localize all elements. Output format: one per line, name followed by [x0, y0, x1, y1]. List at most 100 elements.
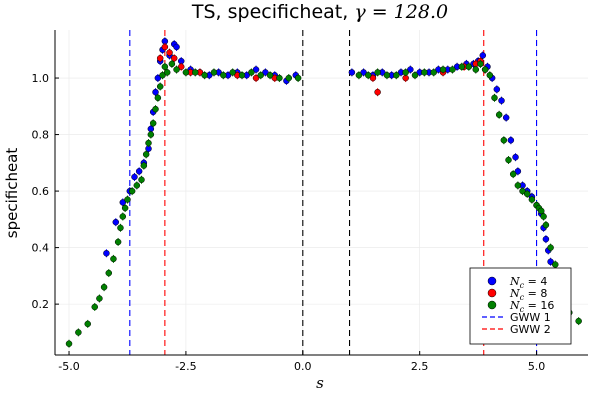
- data-point: [486, 71, 494, 79]
- data-point: [481, 66, 489, 73]
- data-point: [168, 60, 176, 68]
- data-point: [121, 204, 129, 212]
- data-point: [173, 43, 180, 51]
- data-point: [374, 88, 381, 96]
- y-tick-labels: 0.2 0.4 0.6 0.8 1.0: [32, 72, 50, 311]
- data-point: [502, 114, 510, 121]
- data-point: [262, 69, 269, 76]
- data-point: [507, 136, 515, 144]
- data-point: [575, 317, 582, 325]
- legend-marker: [487, 300, 497, 310]
- y-tick-label: 1.0: [32, 72, 50, 85]
- data-point: [248, 69, 255, 76]
- data-point: [100, 283, 108, 291]
- data-point: [528, 196, 536, 203]
- data-point: [257, 71, 264, 79]
- data-point: [407, 66, 414, 73]
- chart-title-value: = 128.0: [366, 1, 448, 23]
- data-point: [161, 43, 169, 51]
- data-point: [110, 255, 117, 263]
- x-tick-label: 0.0: [294, 360, 312, 373]
- data-point: [238, 71, 246, 79]
- data-point: [365, 71, 372, 79]
- legend-value: = 8: [524, 287, 547, 300]
- data-point: [135, 168, 143, 175]
- legend-label: Nc = 4: [509, 275, 547, 290]
- data-point: [479, 52, 487, 59]
- legend-marker: [487, 276, 497, 286]
- legend-value: = 16: [524, 299, 554, 312]
- data-point: [154, 74, 162, 82]
- chart-title-gamma: γ: [354, 1, 366, 23]
- data-point: [537, 207, 545, 215]
- data-point: [170, 55, 178, 62]
- data-point: [149, 120, 157, 127]
- data-point: [131, 173, 138, 181]
- legend-symbol: N: [509, 299, 520, 312]
- data-point: [500, 136, 508, 144]
- data-point: [449, 66, 456, 73]
- data-point: [163, 69, 171, 76]
- data-point: [552, 261, 559, 268]
- data-point: [112, 218, 120, 226]
- data-point: [152, 88, 159, 96]
- data-point: [393, 71, 400, 79]
- data-point: [540, 213, 547, 220]
- data-point: [201, 71, 208, 79]
- y-tick-label: 0.4: [32, 242, 50, 255]
- y-tick-label: 0.8: [32, 129, 50, 142]
- chart-title: TS, specificheat, γ = 128.0: [191, 1, 448, 23]
- data-point: [117, 224, 124, 232]
- data-point: [210, 69, 218, 76]
- data-point: [285, 74, 293, 82]
- y-axis-title: specificheat: [3, 148, 21, 239]
- data-point: [96, 295, 103, 302]
- data-point: [547, 258, 554, 265]
- legend-marker: [487, 288, 497, 298]
- data-point: [369, 74, 377, 82]
- data-point: [498, 97, 505, 104]
- legend-subscript: c: [520, 281, 525, 290]
- data-point: [411, 71, 419, 79]
- data-point: [156, 55, 164, 62]
- data-point: [138, 176, 145, 184]
- y-tick-label: 0.6: [32, 185, 50, 198]
- data-points: [65, 37, 582, 348]
- x-tick-label: 5.0: [528, 360, 546, 373]
- data-point: [182, 69, 190, 76]
- data-point: [152, 105, 159, 113]
- data-point: [161, 63, 169, 70]
- data-point: [124, 196, 131, 203]
- data-point: [491, 94, 498, 102]
- data-point: [509, 170, 517, 178]
- legend-label: GWW 1: [510, 311, 551, 324]
- legend-label: GWW 2: [510, 323, 551, 336]
- data-point: [252, 66, 260, 73]
- legend-box: [469, 267, 572, 345]
- data-point: [65, 340, 73, 347]
- legend-subscript: c: [520, 305, 525, 314]
- data-point: [472, 66, 480, 73]
- data-point: [166, 49, 173, 56]
- data-point: [177, 63, 185, 70]
- data-point: [542, 221, 550, 229]
- data-point: [145, 139, 152, 147]
- data-point: [75, 329, 82, 336]
- data-point: [220, 71, 227, 79]
- legend-symbol: N: [509, 275, 520, 288]
- legend-value: = 4: [524, 275, 547, 288]
- data-point: [276, 74, 283, 82]
- data-point: [140, 162, 148, 169]
- data-point: [128, 187, 136, 195]
- data-point: [421, 69, 428, 76]
- data-point: [173, 66, 180, 73]
- data-point: [402, 69, 409, 76]
- data-point: [192, 69, 199, 76]
- data-point: [252, 74, 260, 82]
- data-point: [266, 71, 274, 79]
- data-point: [103, 250, 110, 257]
- data-point: [430, 69, 437, 76]
- data-point: [547, 244, 554, 251]
- data-point: [294, 74, 302, 82]
